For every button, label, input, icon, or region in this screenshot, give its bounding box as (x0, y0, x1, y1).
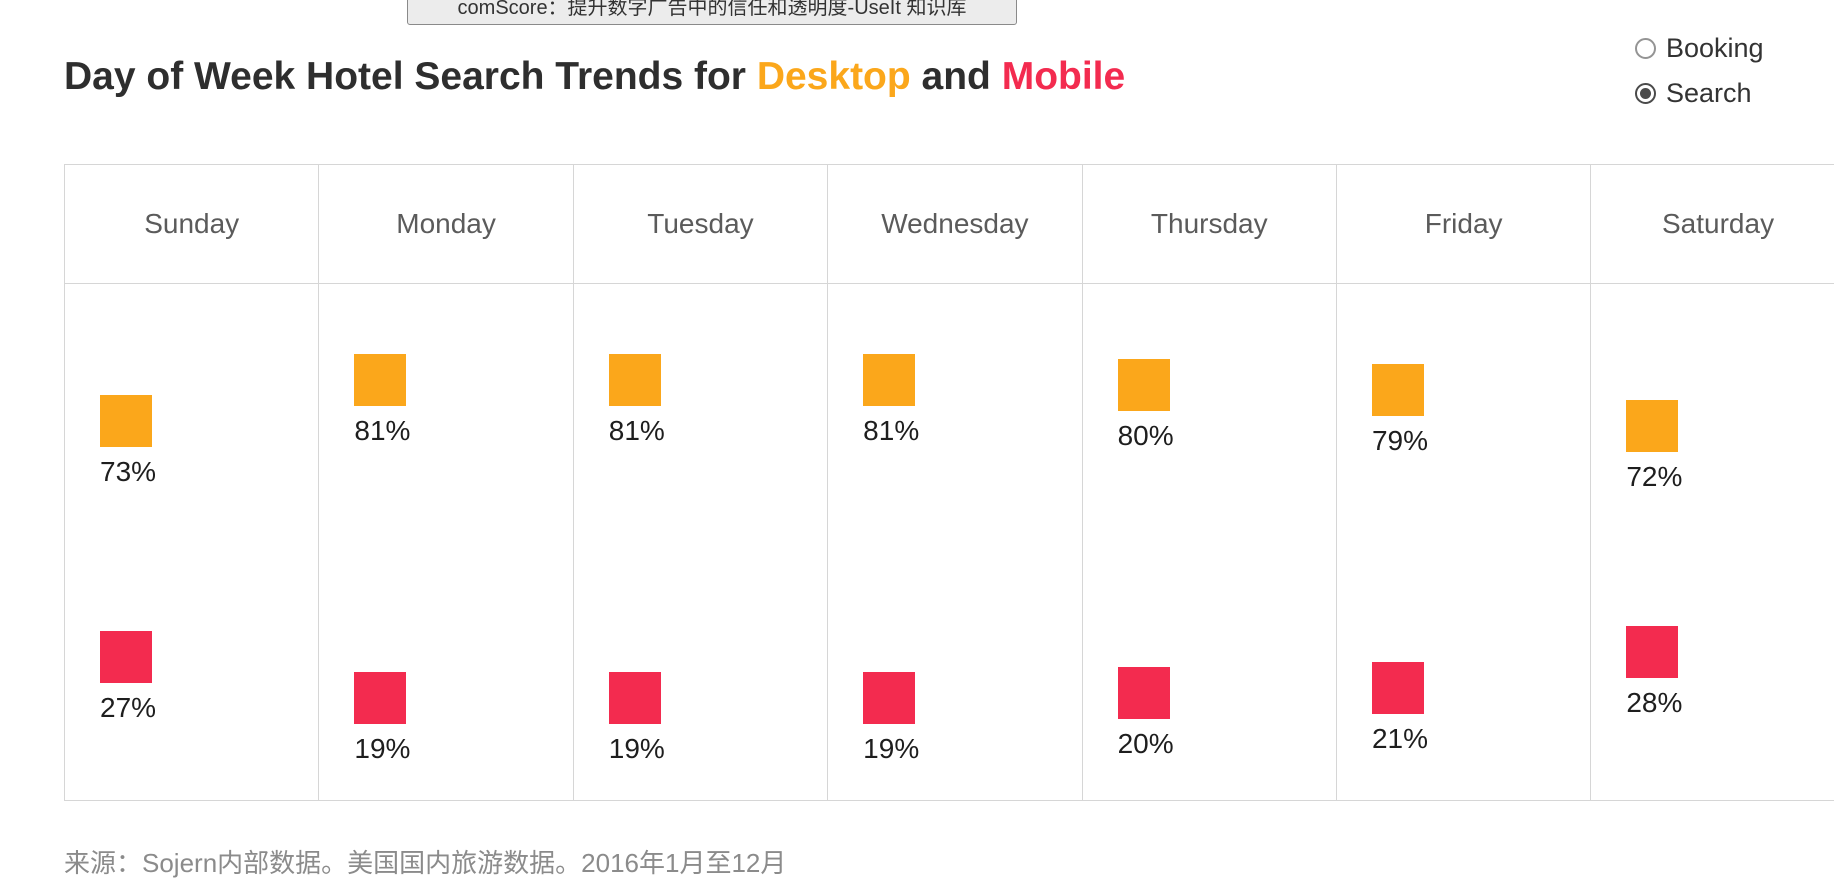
mobile-value-label: 27% (100, 692, 157, 724)
mobile-mark-monday: 19% (354, 672, 410, 766)
desktop-mark-saturday: 72% (1626, 400, 1682, 494)
desktop-square[interactable] (100, 395, 152, 448)
day-header-row: Sunday Monday Tuesday Wednesday Thursday Frid… (64, 164, 1834, 284)
browser-tooltip: comScore：提升数字广告中的信任和透明度-UseIt 知识库 (407, 0, 1017, 25)
day-cell-wednesday: 81% 19% (827, 284, 1081, 800)
day-cell-friday: 79% 21% (1335, 284, 1590, 800)
mobile-square[interactable] (354, 672, 407, 725)
chart-body-row: 73% 27% 81% 19% 81% 19% 81% 19% 80% 20% 79% 21% 72% 2… (64, 284, 1834, 801)
desktop-value-label: 81% (608, 415, 665, 446)
mobile-value-label: 19% (354, 733, 411, 765)
mobile-value-label: 20% (1117, 727, 1174, 759)
page-title: Day of Week Hotel Search Trends for Desk… (64, 55, 1126, 99)
radio-booking-label: Booking (1666, 33, 1764, 63)
day-cell-thursday: 80% 20% (1081, 284, 1336, 800)
desktop-value-label: 72% (1626, 461, 1683, 493)
desktop-value-label: 79% (1371, 425, 1428, 457)
desktop-mark-wednesday: 81% (863, 354, 919, 448)
mobile-mark-sunday: 27% (100, 631, 156, 725)
desktop-square[interactable] (1371, 364, 1424, 417)
mobile-mark-tuesday: 19% (608, 672, 665, 766)
mobile-square[interactable] (1626, 625, 1679, 678)
mobile-mark-wednesday: 19% (863, 672, 919, 766)
title-mobile: Mobile (1001, 55, 1126, 98)
desktop-mark-monday: 81% (354, 354, 410, 448)
day-cell-tuesday: 81% 19% (572, 284, 827, 800)
mobile-value-label: 19% (608, 733, 665, 765)
day-cell-saturday: 72% 28% (1590, 284, 1834, 800)
desktop-mark-thursday: 80% (1117, 359, 1174, 453)
mobile-square[interactable] (863, 672, 916, 725)
day-cell-sunday: 73% 27% (64, 284, 318, 800)
tooltip-text: comScore：提升数字广告中的信任和透明度-UseIt 知识库 (457, 0, 967, 19)
day-cell-monday: 81% 19% (318, 284, 572, 800)
desktop-square[interactable] (1117, 359, 1170, 412)
mobile-square[interactable] (1371, 661, 1424, 714)
radio-booking[interactable]: Booking (1635, 33, 1764, 64)
mobile-mark-thursday: 20% (1117, 666, 1174, 761)
mobile-value-label: 21% (1371, 722, 1428, 754)
day-of-week-chart: Sunday Monday Tuesday Wednesday Thursday Frid… (64, 164, 1834, 801)
mobile-mark-saturday: 28% (1626, 625, 1683, 720)
radio-search[interactable]: Search (1635, 78, 1764, 109)
desktop-square[interactable] (608, 354, 661, 406)
day-header-wednesday: Wednesday (827, 165, 1081, 283)
desktop-mark-tuesday: 81% (608, 354, 665, 448)
desktop-square[interactable] (1626, 400, 1679, 453)
day-header-friday: Friday (1335, 165, 1590, 283)
desktop-value-label: 73% (100, 456, 157, 488)
day-header-sunday: Sunday (64, 165, 318, 283)
radio-booking-icon[interactable] (1635, 38, 1656, 59)
mobile-square[interactable] (100, 631, 152, 684)
title-connector: and (910, 55, 1002, 98)
radio-search-label: Search (1666, 78, 1752, 108)
radio-search-icon[interactable] (1635, 83, 1656, 104)
day-header-tuesday: Tuesday (572, 165, 827, 283)
desktop-value-label: 81% (863, 415, 920, 446)
day-header-monday: Monday (318, 165, 572, 283)
desktop-value-label: 81% (354, 415, 411, 446)
title-prefix: Day of Week Hotel Search Trends for (64, 55, 757, 98)
desktop-mark-sunday: 73% (100, 395, 156, 489)
title-desktop: Desktop (756, 55, 911, 98)
desktop-mark-friday: 79% (1371, 364, 1428, 458)
mobile-value-label: 19% (863, 733, 920, 765)
mobile-value-label: 28% (1626, 686, 1683, 718)
mobile-square[interactable] (608, 672, 661, 725)
mobile-square[interactable] (1117, 666, 1170, 719)
desktop-square[interactable] (354, 354, 407, 406)
day-header-saturday: Saturday (1590, 165, 1834, 283)
desktop-value-label: 80% (1117, 420, 1174, 452)
source-note: 来源：Sojern内部数据。美国国内旅游数据。2016年1月至12月 (64, 848, 787, 878)
desktop-square[interactable] (863, 354, 916, 406)
mobile-mark-friday: 21% (1371, 661, 1428, 756)
measure-radio-group: Booking Search (1635, 33, 1764, 109)
day-header-thursday: Thursday (1081, 165, 1336, 283)
